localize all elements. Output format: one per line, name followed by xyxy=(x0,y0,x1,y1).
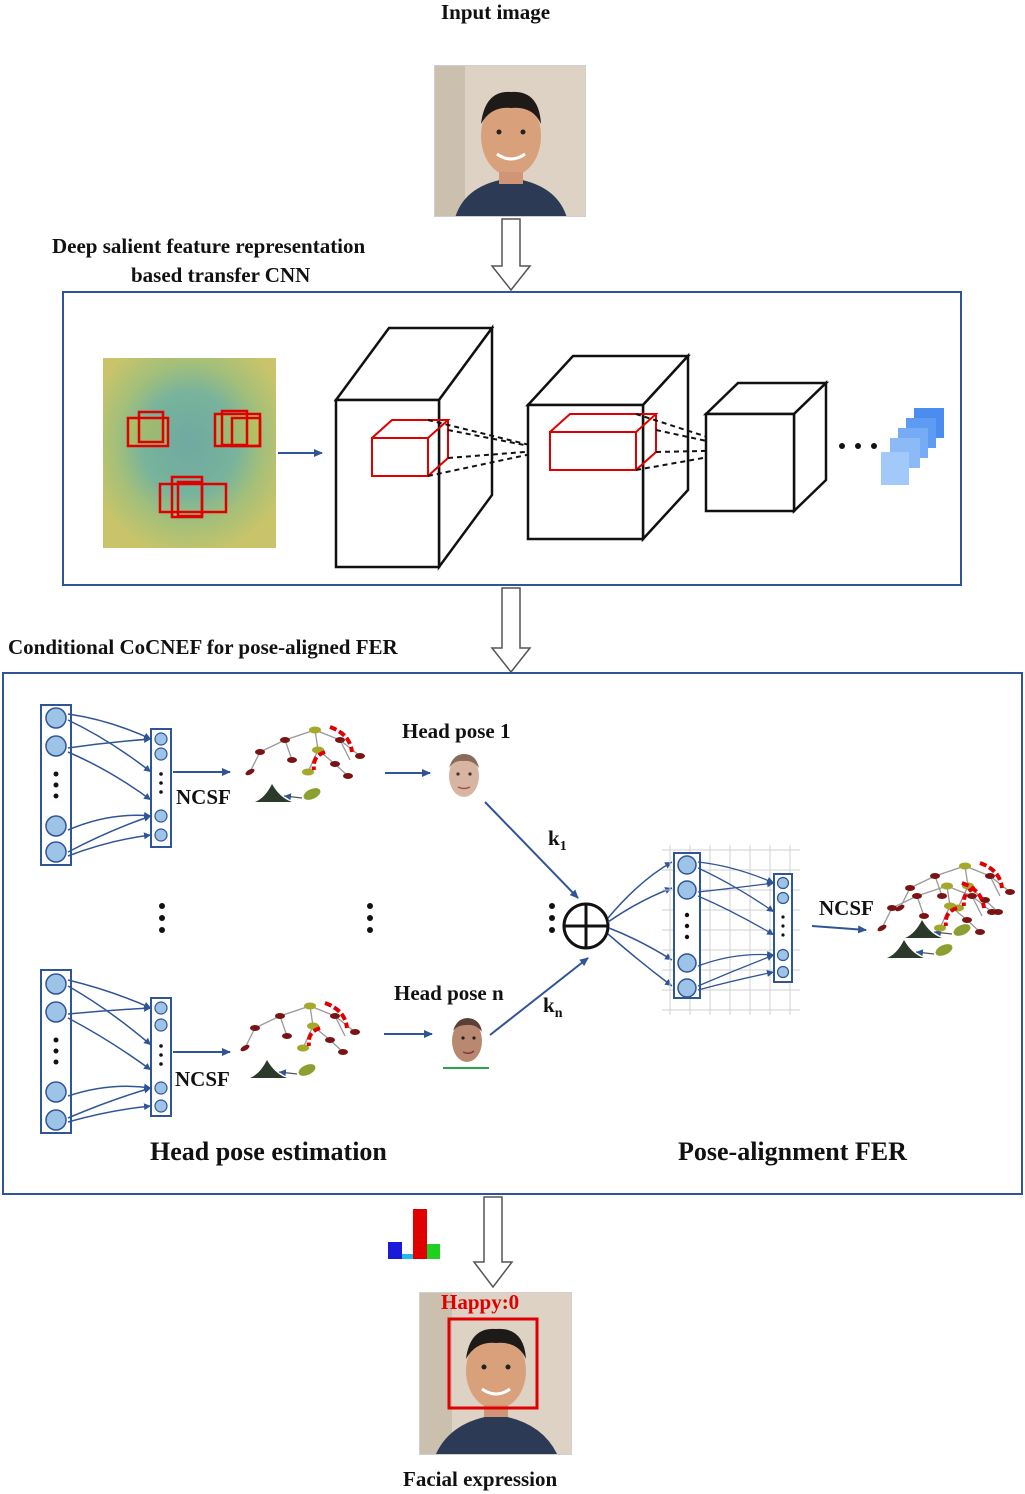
face-detection-box xyxy=(447,1317,539,1410)
cocnef-section-frame xyxy=(2,672,1023,1195)
cnn-section-frame xyxy=(62,291,962,586)
input-image-title: Input image xyxy=(441,0,551,24)
network-bottom xyxy=(40,969,231,1134)
weight-k1-subscript: 1 xyxy=(559,839,567,855)
head-pose-n-face xyxy=(443,1013,489,1069)
ncsf-label-bottom: NCSF xyxy=(175,1067,230,1091)
facial-expression-caption: Facial expression xyxy=(403,1467,558,1491)
section2-title: Conditional CoCNEF for pose-aligned FER xyxy=(8,635,398,659)
caption-head-pose-estimation: Head pose estimation xyxy=(150,1137,387,1166)
head-pose-n-label: Head pose n xyxy=(394,981,504,1005)
network-right xyxy=(673,852,867,999)
cnn-layer-3 xyxy=(702,380,830,514)
weight-k1-base: k xyxy=(548,826,560,850)
ncsf-label-right: NCSF xyxy=(819,896,874,920)
head-pose-1-face xyxy=(443,750,485,802)
weight-kn-label: kn xyxy=(543,993,562,1022)
sum-operator xyxy=(562,902,610,950)
saliency-boxes xyxy=(126,409,262,519)
section1-title-line1: Deep salient feature representation xyxy=(52,234,366,258)
weight-kn-base: k xyxy=(543,993,555,1017)
cnn-layer-1 xyxy=(333,324,495,571)
expression-histogram xyxy=(388,1209,440,1259)
ellipsis-networks xyxy=(159,903,555,933)
fc-feature-stack xyxy=(881,408,944,485)
caption-pose-alignment-fer: Pose-alignment FER xyxy=(678,1137,907,1166)
section1-title-line2: based transfer CNN xyxy=(131,263,311,287)
weight-k1-label: k1 xyxy=(548,826,567,855)
input-face-photo xyxy=(434,65,586,217)
flow-arrows xyxy=(472,218,532,1289)
cnn-continuation-dots xyxy=(839,443,877,449)
weight-kn-subscript: n xyxy=(554,1006,563,1022)
head-pose-1-label: Head pose 1 xyxy=(402,719,511,743)
prediction-label: Happy:0 xyxy=(441,1290,520,1314)
ncsf-label-top: NCSF xyxy=(176,785,231,809)
network-top xyxy=(40,704,231,866)
cnn-layer-2 xyxy=(525,352,691,543)
